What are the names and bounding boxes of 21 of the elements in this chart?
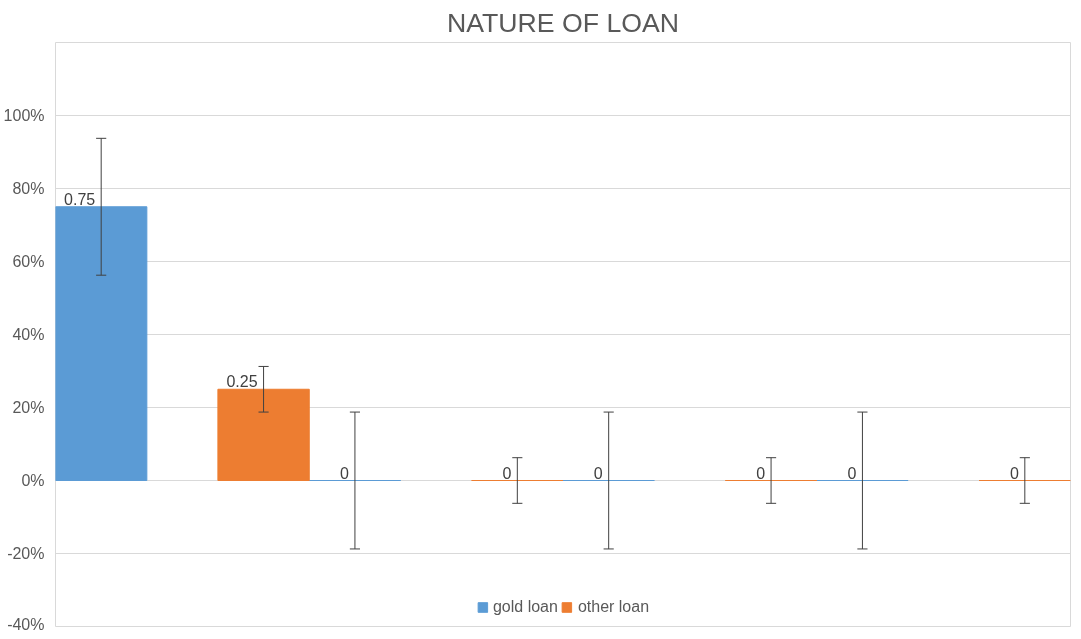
data-label: 0	[502, 464, 512, 482]
y-tick-label: 80%	[12, 180, 45, 197]
data-label: 0	[593, 464, 603, 482]
chart-title: NATURE OF LOAN	[446, 7, 680, 38]
legend-label: other loan	[577, 598, 650, 616]
y-tick-label: 20%	[12, 399, 45, 416]
data-label: 0	[340, 464, 350, 482]
data-label: 0	[847, 464, 857, 482]
legend-label: gold loan	[492, 598, 558, 616]
data-label: 0	[1009, 464, 1019, 482]
y-tick-label: -40%	[7, 615, 45, 633]
y-tick-label: 0%	[21, 472, 45, 489]
data-label: 0.75	[64, 190, 96, 208]
bar	[217, 388, 310, 481]
y-tick-label: 100%	[3, 107, 45, 124]
y-tick-label: 60%	[12, 253, 45, 270]
data-label: 0.25	[226, 373, 258, 391]
data-label: 0	[756, 464, 766, 482]
y-tick-label: 40%	[12, 326, 45, 343]
y-tick-label: -20%	[7, 545, 45, 562]
bar	[55, 206, 148, 481]
